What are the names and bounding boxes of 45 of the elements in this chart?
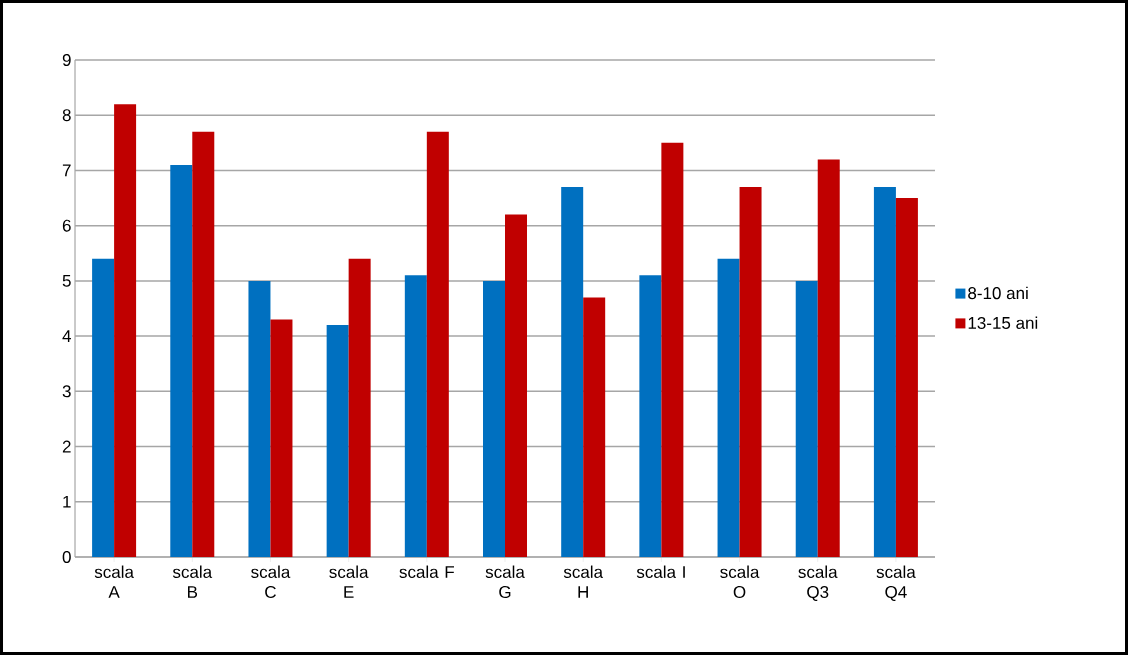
bar (404, 275, 427, 557)
bar (114, 104, 137, 557)
bar (192, 131, 215, 557)
bar (817, 159, 840, 557)
y-tick-label: 3 (62, 385, 71, 398)
legend-label: 13-15 ani (968, 316, 1038, 329)
bar (348, 258, 371, 557)
x-tick-label: scala A (94, 565, 134, 598)
y-tick-label: 9 (62, 53, 71, 67)
y-tick-label: 2 (62, 440, 71, 453)
bar (895, 198, 918, 557)
y-tick-label: 7 (62, 164, 71, 177)
bar (583, 297, 606, 557)
bar (639, 275, 662, 557)
x-tick-label: scala G (485, 565, 525, 599)
x-tick-label: scala B (172, 565, 213, 598)
y-tick-label: 8 (62, 109, 71, 122)
x-tick-label: scala E (329, 565, 369, 598)
y-tick-label: 6 (62, 219, 71, 232)
y-tick-label: 5 (62, 274, 71, 287)
bar (270, 319, 293, 557)
bar (326, 325, 349, 557)
bar (561, 187, 584, 557)
bar (248, 280, 271, 557)
y-tick-label: 1 (63, 495, 71, 508)
bar (426, 131, 449, 557)
bar (92, 258, 115, 557)
x-tick-label: scala I (636, 565, 685, 579)
bar (717, 258, 740, 557)
x-tick-label: scala H (563, 565, 604, 598)
y-tick-label: 4 (62, 330, 71, 342)
bar (661, 142, 684, 557)
y-tick-label: 0 (62, 550, 71, 564)
x-tick-label: scala C (251, 565, 291, 599)
x-tick-label: scala Q4 (876, 565, 916, 602)
bar (873, 187, 896, 557)
x-tick-label: scala Q3 (798, 565, 838, 602)
legend-label: 8-10 ani (968, 286, 1028, 300)
bar (170, 164, 193, 557)
x-tick-label: scala F (399, 565, 454, 579)
bar (505, 214, 528, 557)
x-tick-label: scala O (720, 565, 760, 599)
bar (483, 280, 506, 557)
bar (739, 187, 762, 557)
bar (795, 280, 818, 557)
